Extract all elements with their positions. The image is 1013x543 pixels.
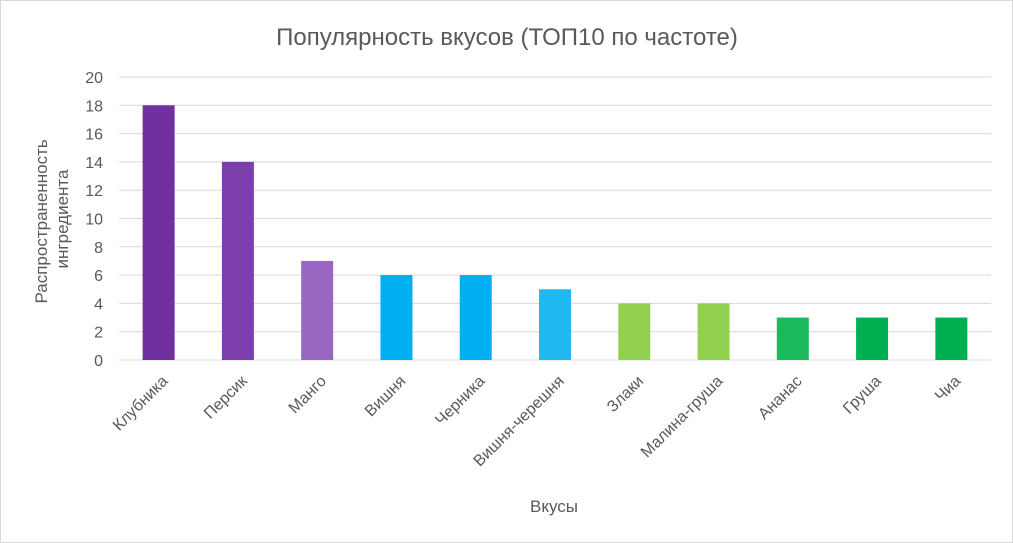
y-tick-label: 8 [94,240,103,257]
x-category-label: Персик [201,372,251,422]
x-axis-categories: Клубника Персик Манго Вишня ЧерникаВишня-чер… [110,372,964,470]
bar-3 [301,260,334,360]
y-tick-label: 0 [94,353,103,370]
bar-10 [856,317,889,360]
y-tick-label: 2 [94,325,103,342]
y-axis-title: Распространенность ингредиента [32,135,72,304]
x-category-label: Черника [432,373,488,429]
x-category-label: Груша [840,373,885,418]
x-axis-title: Вкусы [530,497,578,516]
bar-2 [221,161,254,360]
x-category-label: Ананас [755,373,805,423]
x-category-label: Злаки [604,373,647,416]
bar-8 [697,303,730,360]
y-tick-label: 4 [94,296,103,313]
bar-6 [539,289,571,360]
y-tick-label: 10 [85,212,103,229]
bar-9 [776,317,809,360]
y-tick-label: 16 [85,127,103,144]
bar-5 [459,275,492,360]
chart-title: Популярность вкусов (ТОП10 по частоте) [276,24,738,51]
x-category-label: Манго [286,373,330,417]
bars [142,105,968,360]
x-category-label: Вишня [362,373,409,420]
bar-1 [142,105,175,360]
y-tick-label: 12 [85,183,103,200]
y-axis-title-line1: Распространенность [32,139,51,303]
x-category-label: Клубника [110,373,172,435]
bar-11 [935,317,968,360]
y-axis-ticks: 0 2 4 6 8 10 12 14 16 18 20 [85,70,103,370]
y-tick-label: 18 [85,98,103,115]
bar-7 [618,303,651,360]
y-tick-label: 14 [85,155,103,172]
bar-4 [380,275,413,360]
gridlines [119,76,991,361]
x-category-label: Чиа [932,373,964,405]
y-tick-label: 6 [94,268,103,285]
y-tick-label: 20 [85,70,103,87]
x-category-label: Малина-груша [638,373,726,461]
y-axis-title-line2: ингредиента [53,169,72,268]
